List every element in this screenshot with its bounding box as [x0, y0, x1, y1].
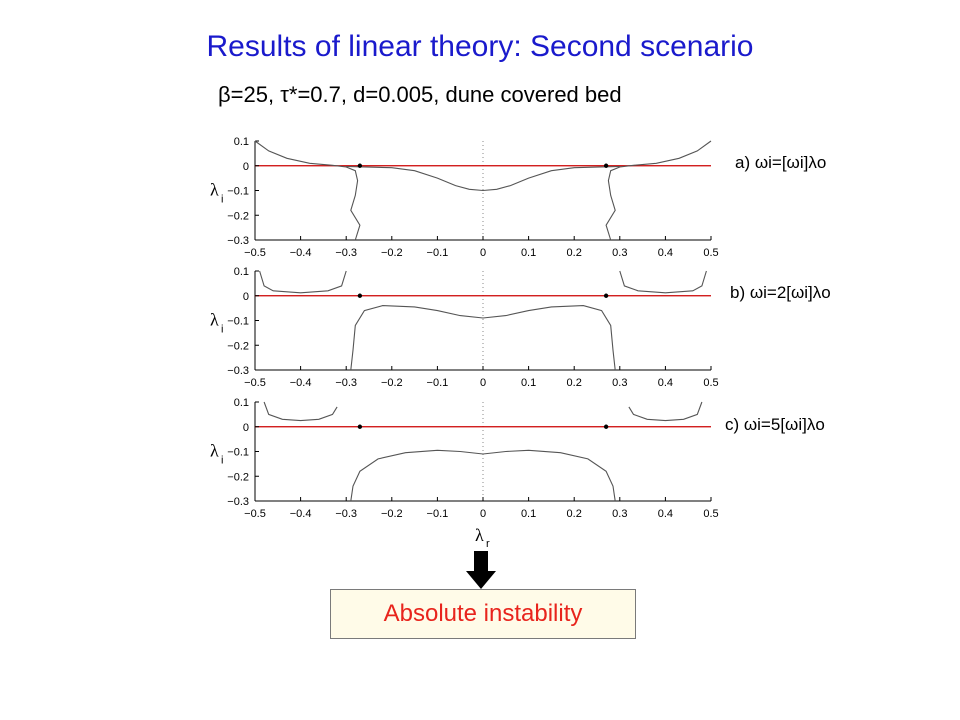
x-tick-label: −0.5	[244, 508, 266, 520]
x-tick-label: −0.2	[381, 247, 403, 259]
x-tick-label: 0.1	[521, 377, 536, 389]
slide-title: Results of linear theory: Second scenari…	[206, 30, 754, 63]
y-tick-label: −0.3	[227, 235, 249, 247]
branch-curve	[259, 270, 347, 294]
saddle-point	[603, 424, 609, 429]
x-tick-label: −0.2	[381, 508, 403, 520]
x-tick-label: 0.5	[703, 377, 718, 389]
saddle-point	[357, 293, 363, 298]
y-axis-label-subscript: i	[221, 194, 223, 206]
y-tick-label: 0	[243, 291, 249, 303]
x-tick-label: −0.4	[290, 508, 312, 520]
x-axis-label-subscript: r	[486, 538, 490, 550]
x-tick-label: 0.5	[703, 508, 718, 520]
x-tick-label: 0	[480, 508, 486, 520]
y-axis-label: λ	[210, 441, 219, 461]
x-tick-label: 0.2	[567, 508, 582, 520]
x-tick-label: 0.1	[521, 247, 536, 259]
branch-curve	[605, 140, 712, 241]
branch-curve	[346, 165, 620, 192]
x-tick-label: −0.3	[335, 377, 357, 389]
y-tick-label: −0.1	[227, 186, 249, 198]
saddle-point	[357, 163, 363, 168]
branch-curve	[263, 401, 338, 422]
panel-label: c) ωi=5[ωi]λo	[725, 415, 825, 434]
branch-curve	[628, 401, 703, 422]
branch-curve	[254, 140, 361, 241]
result-box: Absolute instability	[330, 589, 636, 639]
x-tick-label: −0.1	[427, 377, 449, 389]
y-tick-label: −0.3	[227, 365, 249, 377]
y-tick-label: 0.1	[234, 266, 249, 278]
x-tick-label: −0.3	[335, 247, 357, 259]
panel-label: b) ωi=2[ωi]λo	[730, 283, 831, 302]
x-tick-label: −0.3	[335, 508, 357, 520]
x-tick-label: 0.5	[703, 247, 718, 259]
x-tick-label: 0.4	[658, 247, 673, 259]
saddle-point	[603, 163, 609, 168]
y-tick-label: −0.2	[227, 471, 249, 483]
x-tick-label: −0.1	[427, 508, 449, 520]
slide-subtitle: β=25, τ*=0.7, d=0.005, dune covered bed	[218, 82, 622, 107]
y-tick-label: −0.1	[227, 447, 249, 459]
y-tick-label: −0.2	[227, 340, 249, 352]
panel-label: a) ωi=[ωi]λo	[735, 153, 826, 172]
x-tick-label: 0.2	[567, 247, 582, 259]
y-tick-label: 0	[243, 161, 249, 173]
x-tick-label: −0.5	[244, 377, 266, 389]
x-tick-label: 0.1	[521, 508, 536, 520]
saddle-point	[357, 424, 363, 429]
x-tick-label: 0.2	[567, 377, 582, 389]
y-tick-label: 0.1	[234, 136, 249, 148]
x-tick-label: −0.4	[290, 377, 312, 389]
y-tick-label: −0.1	[227, 316, 249, 328]
x-tick-label: −0.4	[290, 247, 312, 259]
y-tick-label: 0.1	[234, 397, 249, 409]
x-tick-label: −0.1	[427, 247, 449, 259]
branch-curve	[350, 305, 616, 371]
x-tick-label: 0.3	[612, 247, 627, 259]
y-axis-label: λ	[210, 310, 219, 330]
x-tick-label: 0	[480, 377, 486, 389]
y-axis-label: λ	[210, 180, 219, 200]
branch-curve	[350, 449, 616, 502]
arrow-head	[466, 571, 496, 589]
y-tick-label: −0.2	[227, 210, 249, 222]
x-tick-label: 0.3	[612, 508, 627, 520]
y-tick-label: −0.3	[227, 496, 249, 508]
y-axis-label-subscript: i	[221, 324, 223, 336]
branch-curve	[619, 270, 707, 294]
arrow-shaft	[474, 551, 488, 571]
x-tick-label: 0	[480, 247, 486, 259]
x-axis-label: λ	[475, 525, 484, 545]
y-tick-label: 0	[243, 422, 249, 434]
x-tick-label: −0.2	[381, 377, 403, 389]
x-tick-label: 0.4	[658, 377, 673, 389]
saddle-point	[603, 293, 609, 298]
x-tick-label: 0.4	[658, 508, 673, 520]
y-axis-label-subscript: i	[221, 455, 223, 467]
x-tick-label: −0.5	[244, 247, 266, 259]
x-tick-label: 0.3	[612, 377, 627, 389]
